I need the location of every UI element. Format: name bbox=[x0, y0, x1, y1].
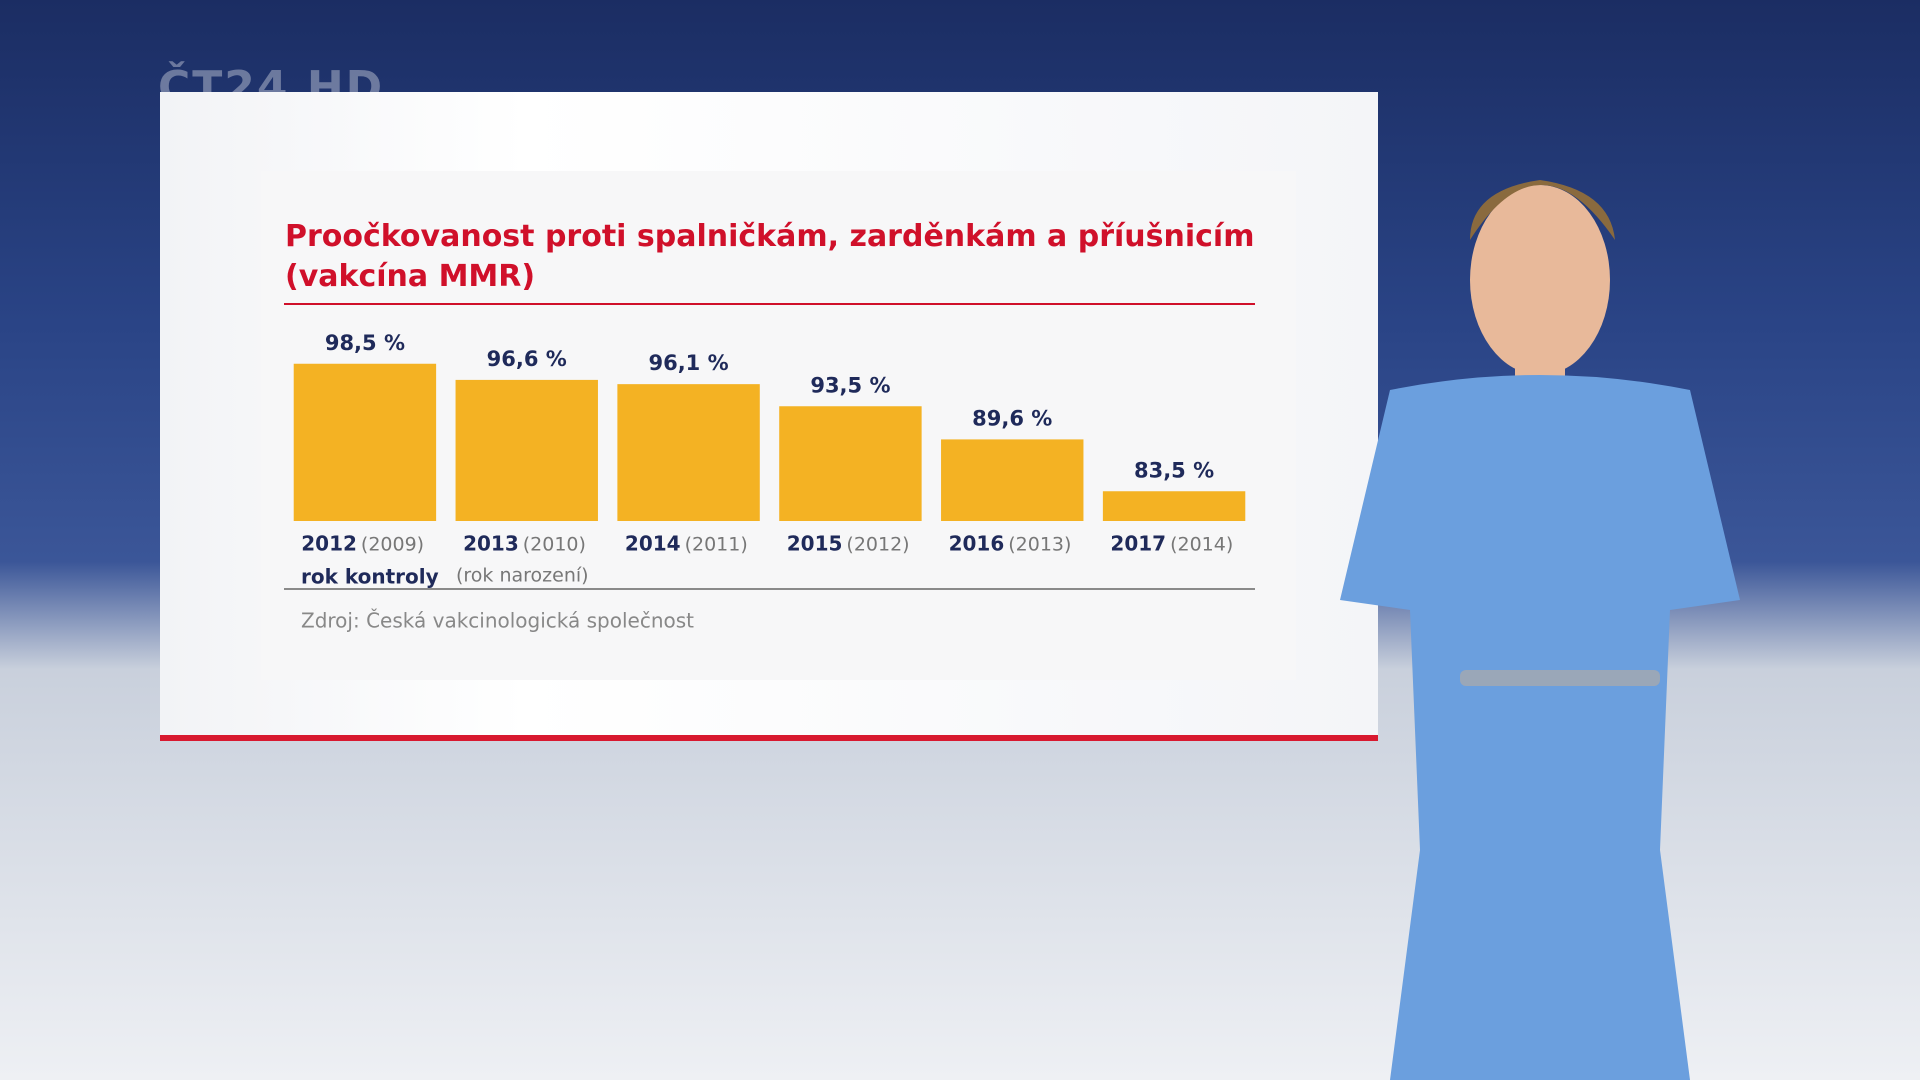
value-label: 96,1 % bbox=[648, 351, 728, 375]
bar bbox=[617, 384, 760, 521]
chart-card: Proočkovanost proti spalničkám, zarděnká… bbox=[261, 171, 1296, 680]
bar bbox=[455, 379, 598, 521]
chart: rok kontroly (rok narození) Zdroj: Česká… bbox=[284, 303, 1255, 633]
screen-panel: Proočkovanost proti spalničkám, zarděnká… bbox=[160, 92, 1378, 741]
x-tick-note: (2014) bbox=[1170, 534, 1233, 556]
x-tick-label: 2015 bbox=[787, 532, 843, 556]
value-label: 98,5 % bbox=[325, 331, 405, 355]
bar bbox=[779, 406, 922, 521]
value-label: 96,6 % bbox=[487, 347, 567, 371]
x-tick-note: (2010) bbox=[523, 534, 586, 556]
x-tick-note: (2012) bbox=[846, 534, 909, 556]
source: Zdroj: Česká vakcinologická společnost bbox=[301, 609, 694, 633]
bar bbox=[293, 363, 437, 521]
x-tick-label: 2014 bbox=[625, 532, 681, 556]
x-tick-label: 2013 bbox=[463, 532, 519, 556]
value-label: 83,5 % bbox=[1134, 458, 1214, 482]
x-tick-label: 2012 bbox=[301, 532, 357, 556]
bar bbox=[941, 439, 1084, 521]
x-tick-label: 2016 bbox=[949, 532, 1005, 556]
x-tick-note: (2013) bbox=[1008, 534, 1071, 556]
chart-title: Proočkovanost proti spalničkám, zarděnká… bbox=[285, 219, 1255, 294]
bar bbox=[1102, 491, 1246, 521]
presenter bbox=[1340, 180, 1740, 1080]
value-label: 89,6 % bbox=[972, 406, 1052, 430]
x-tick-label: 2017 bbox=[1110, 532, 1166, 556]
x-axis-note: (rok narození) bbox=[456, 565, 589, 587]
x-axis-label: rok kontroly bbox=[301, 565, 439, 589]
x-tick-note: (2009) bbox=[361, 534, 424, 556]
value-label: 93,5 % bbox=[810, 373, 890, 397]
x-tick-note: (2011) bbox=[685, 534, 748, 556]
